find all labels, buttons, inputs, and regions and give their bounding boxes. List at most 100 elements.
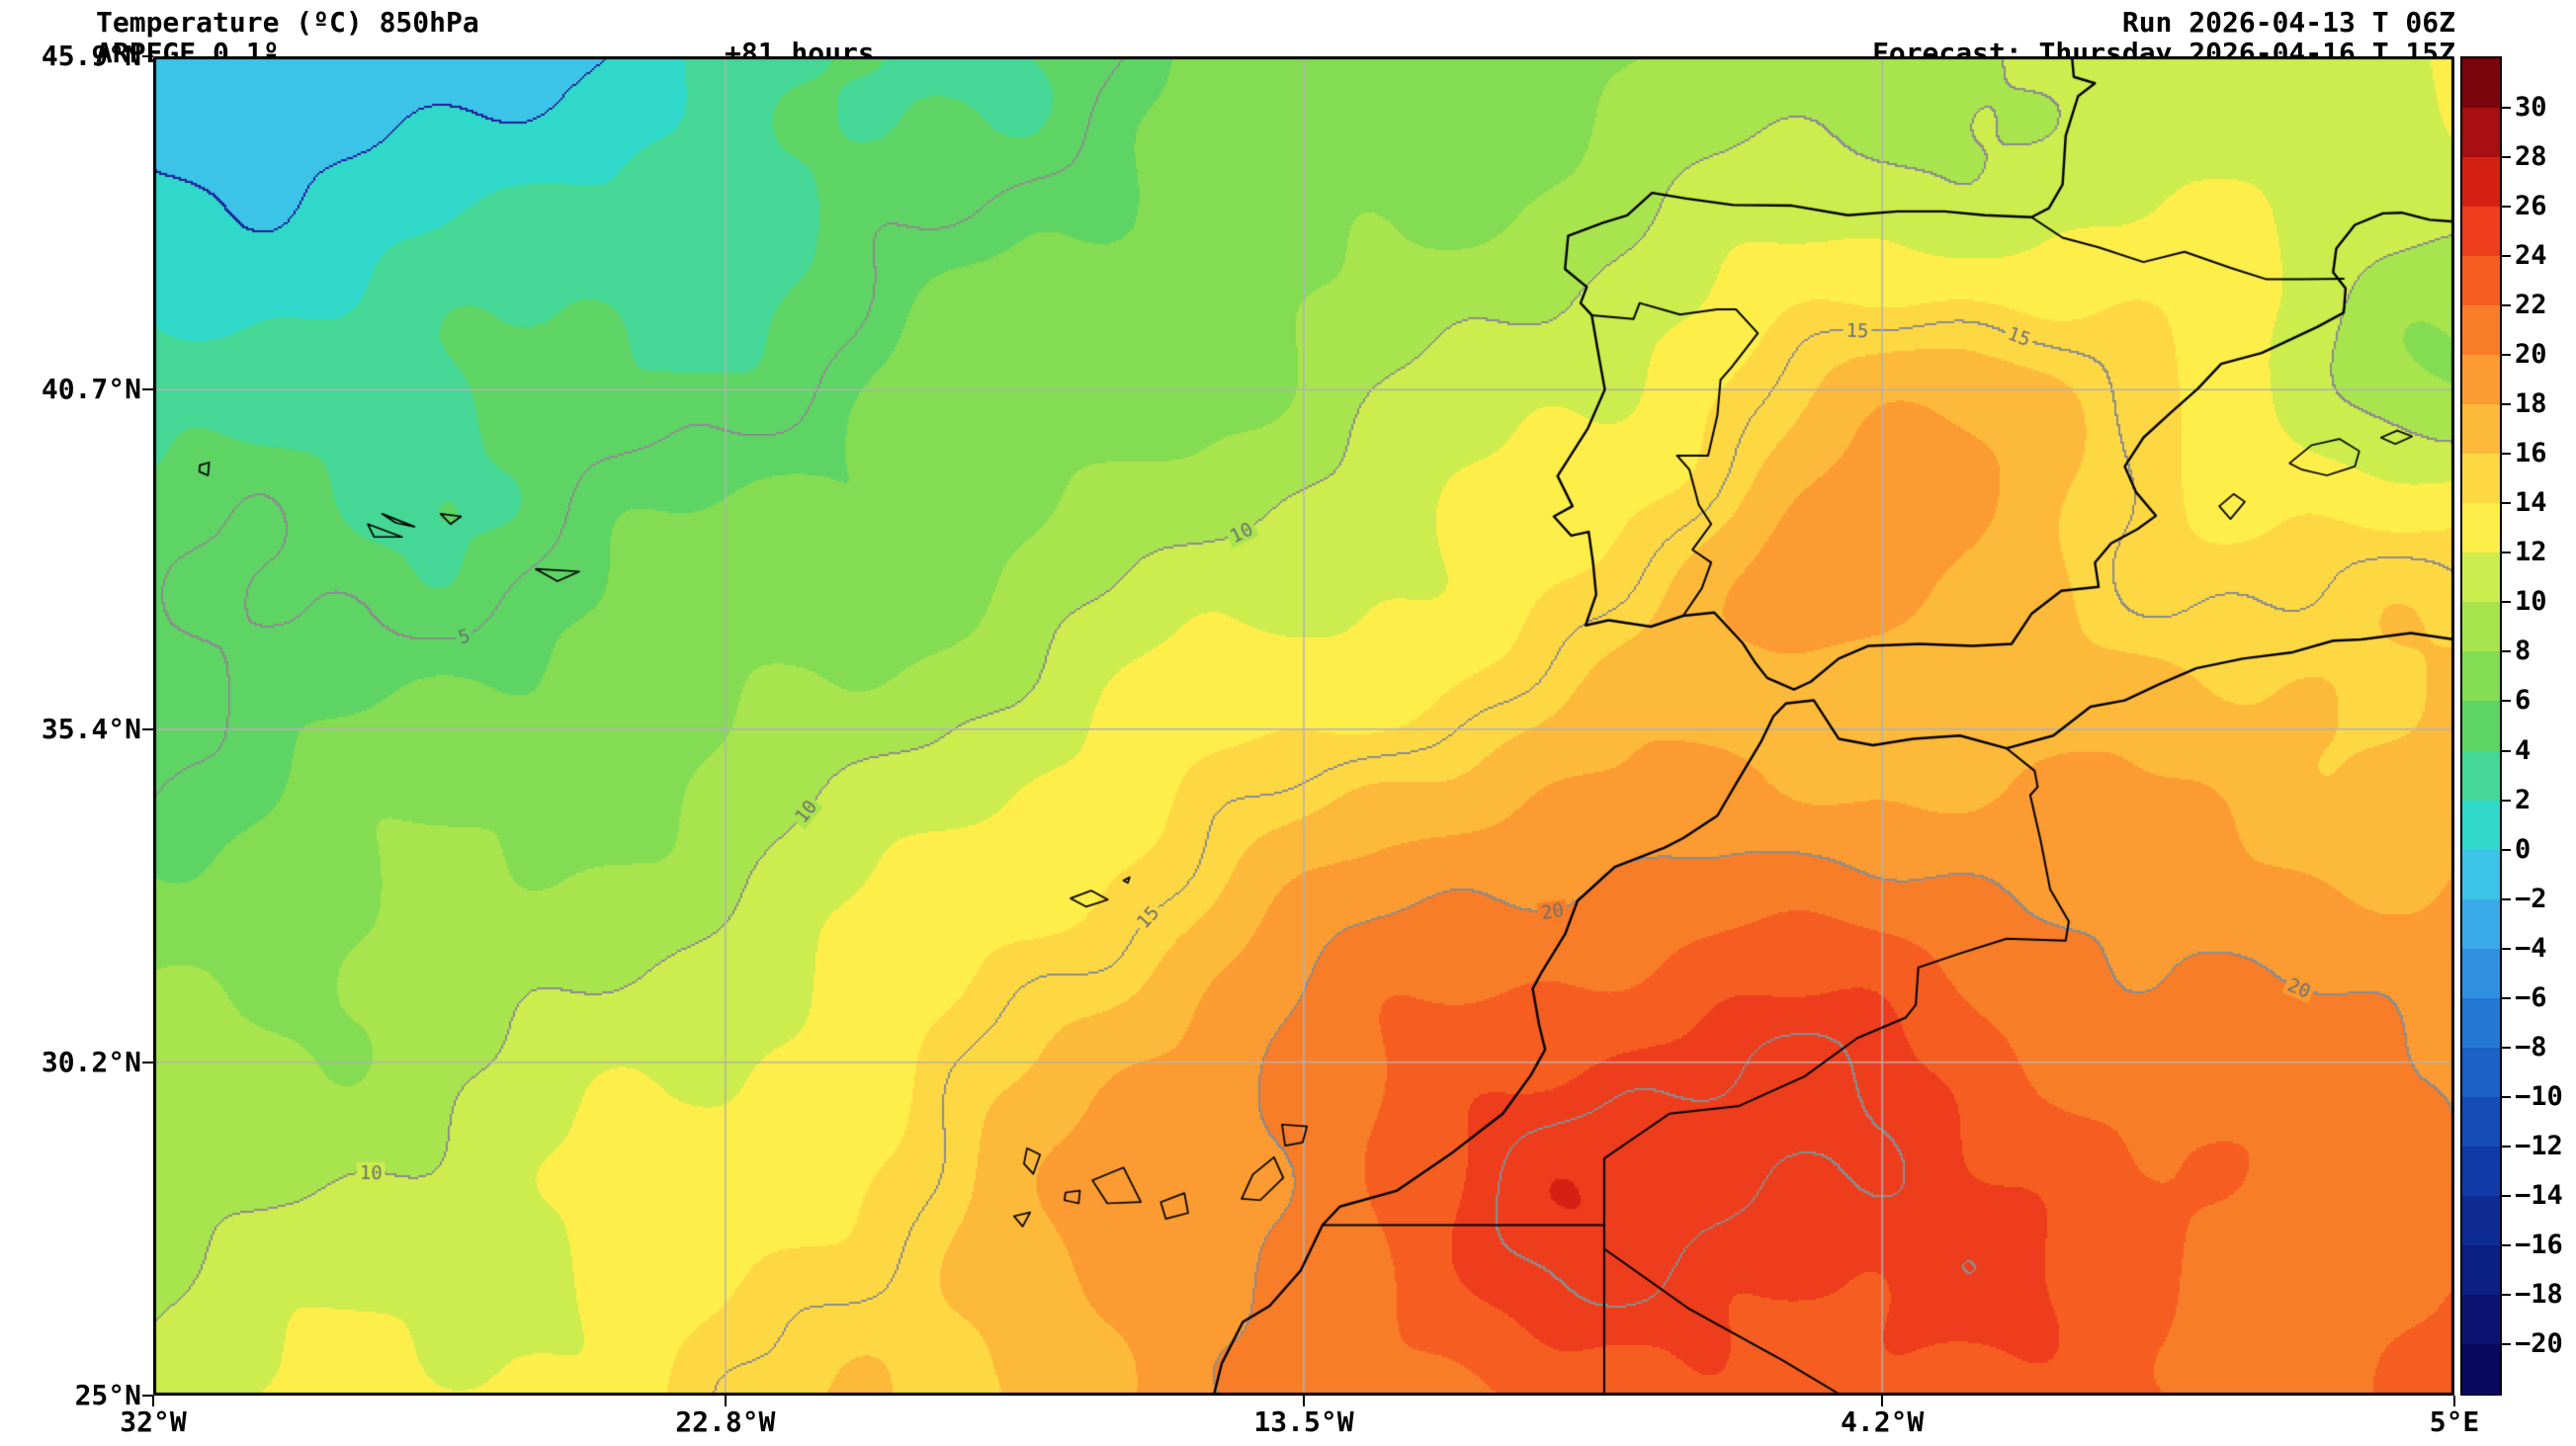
colorbar-segment xyxy=(2462,108,2500,158)
colorbar-tick-mark xyxy=(2502,107,2511,110)
colorbar-tick-label: 28 xyxy=(2515,141,2547,173)
colorbar-tick-mark xyxy=(2502,403,2511,406)
colorbar-segment xyxy=(2462,651,2500,703)
colorbar-segment xyxy=(2462,1343,2500,1395)
colorbar-tick-mark xyxy=(2502,897,2511,900)
colorbar-tick-mark xyxy=(2502,1194,2511,1197)
colorbar-segment xyxy=(2462,58,2500,109)
colorbar-segment xyxy=(2462,1195,2500,1246)
x-tick-label: 4.2°W xyxy=(1840,1405,1925,1438)
colorbar-tick-mark xyxy=(2502,354,2511,357)
colorbar-segment xyxy=(2462,157,2500,208)
colorbar-segment xyxy=(2462,1047,2500,1098)
colorbar-segment xyxy=(2462,1096,2500,1148)
colorbar-tick-mark xyxy=(2502,996,2511,999)
y-tick-mark xyxy=(142,55,153,57)
x-tick-label: 32°W xyxy=(120,1405,187,1438)
colorbar-tick-label: −6 xyxy=(2515,981,2547,1013)
colorbar-segment xyxy=(2462,849,2500,900)
x-tick-mark xyxy=(1881,1396,1884,1406)
colorbar-tick-label: 30 xyxy=(2515,92,2547,124)
colorbar-tick-label: −2 xyxy=(2515,883,2547,914)
colorbar-tick-mark xyxy=(2502,552,2511,554)
colorbar-tick-mark xyxy=(2502,1046,2511,1049)
colorbar-segment xyxy=(2462,948,2500,999)
colorbar-tick-label: −4 xyxy=(2515,932,2547,964)
colorbar-tick-mark xyxy=(2502,255,2511,258)
colorbar-segment xyxy=(2462,454,2500,505)
colorbar-tick-mark xyxy=(2502,749,2511,752)
run-info: Run 2026-04-13 T 06Z xyxy=(2121,6,2455,39)
colorbar-segment xyxy=(2462,800,2500,851)
colorbar-tick-mark xyxy=(2502,1342,2511,1345)
colorbar-tick-label: −18 xyxy=(2515,1278,2563,1310)
y-tick-label: 35.4°N xyxy=(41,712,141,745)
colorbar-tick-label: 22 xyxy=(2515,290,2547,321)
temperature-field-canvas xyxy=(153,56,2454,1396)
y-tick-label: 30.2°N xyxy=(41,1045,141,1078)
colorbar-segment xyxy=(2462,355,2500,406)
colorbar-tick-mark xyxy=(2502,650,2511,653)
x-tick-mark xyxy=(152,1396,154,1406)
colorbar-segment xyxy=(2462,701,2500,752)
colorbar-segment xyxy=(2462,750,2500,802)
x-tick-mark xyxy=(2453,1396,2455,1406)
colorbar-tick-label: 6 xyxy=(2515,685,2532,717)
colorbar-tick-label: −8 xyxy=(2515,1031,2547,1063)
y-tick-label: 25°N xyxy=(74,1379,141,1411)
x-tick-label: 5°E xyxy=(2429,1405,2480,1438)
colorbar-segment xyxy=(2462,404,2500,456)
x-tick-label: 13.5°W xyxy=(1253,1405,1354,1438)
colorbar-tick-mark xyxy=(2502,1293,2511,1296)
colorbar-segment xyxy=(2462,1294,2500,1345)
colorbar-tick-label: −20 xyxy=(2515,1327,2563,1359)
colorbar-tick-label: −14 xyxy=(2515,1179,2563,1211)
colorbar-segment xyxy=(2462,1146,2500,1197)
colorbar-tick-label: 26 xyxy=(2515,191,2547,222)
colorbar-tick-label: 0 xyxy=(2515,833,2532,865)
colorbar-tick-label: 18 xyxy=(2515,388,2547,420)
colorbar-tick-mark xyxy=(2502,206,2511,209)
colorbar-tick-label: 20 xyxy=(2515,339,2547,371)
colorbar-tick-label: 16 xyxy=(2515,438,2547,469)
colorbar-tick-label: −12 xyxy=(2515,1130,2563,1161)
title-parameter: Temperature (ºC) 850hPa xyxy=(96,6,479,39)
y-tick-label: 40.7°N xyxy=(41,373,141,406)
y-tick-mark xyxy=(142,727,153,730)
colorbar-segment xyxy=(2462,207,2500,258)
colorbar-tick-mark xyxy=(2502,700,2511,703)
title-model: ARPEGE 0.1º xyxy=(96,37,280,69)
colorbar-tick-label: 8 xyxy=(2515,636,2532,667)
colorbar-tick-label: 14 xyxy=(2515,487,2547,519)
colorbar-tick-mark xyxy=(2502,799,2511,802)
colorbar-tick-label: 24 xyxy=(2515,240,2547,272)
colorbar-tick-label: 2 xyxy=(2515,784,2532,815)
colorbar-tick-mark xyxy=(2502,156,2511,159)
colorbar-tick-mark xyxy=(2502,1095,2511,1098)
colorbar-segment xyxy=(2462,553,2500,604)
y-tick-mark xyxy=(142,388,153,391)
colorbar-tick-label: 10 xyxy=(2515,586,2547,618)
colorbar-tick-mark xyxy=(2502,453,2511,456)
colorbar-tick-label: −16 xyxy=(2515,1229,2563,1260)
colorbar-segment xyxy=(2462,1244,2500,1296)
x-tick-mark xyxy=(1303,1396,1305,1406)
y-tick-label: 45.9°N xyxy=(41,40,141,72)
x-tick-label: 22.8°W xyxy=(675,1405,776,1438)
colorbar-tick-mark xyxy=(2502,304,2511,307)
colorbar-tick-mark xyxy=(2502,601,2511,604)
colorbar-segment xyxy=(2462,305,2500,357)
colorbar-segment xyxy=(2462,503,2500,554)
colorbar-tick-mark xyxy=(2502,1145,2511,1148)
colorbar-segment xyxy=(2462,898,2500,950)
y-tick-mark xyxy=(142,1395,153,1397)
colorbar-tick-label: 12 xyxy=(2515,537,2547,568)
x-tick-mark xyxy=(724,1396,727,1406)
colorbar-segment xyxy=(2462,602,2500,653)
colorbar-tick-label: −10 xyxy=(2515,1080,2563,1112)
colorbar-segment xyxy=(2462,997,2500,1049)
colorbar xyxy=(2460,56,2502,1396)
colorbar-tick-label: 4 xyxy=(2515,734,2532,766)
colorbar-tick-mark xyxy=(2502,502,2511,505)
